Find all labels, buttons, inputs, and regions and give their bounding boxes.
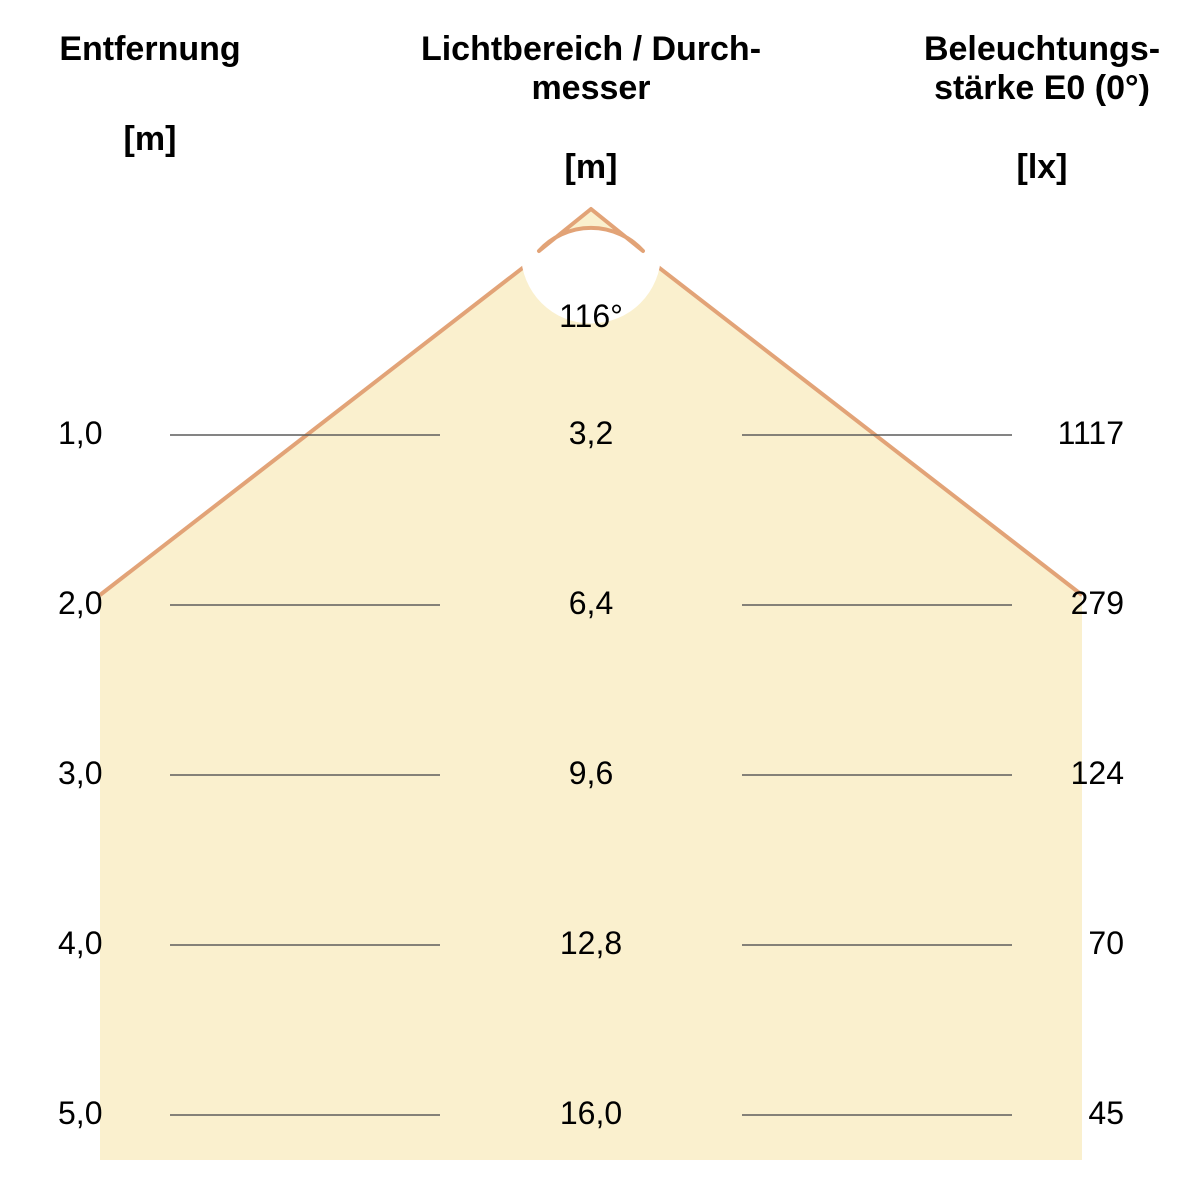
- illuminance-value: 45: [944, 1095, 1124, 1132]
- diameter-value: 6,4: [491, 585, 691, 622]
- distance-value: 3,0: [58, 755, 178, 792]
- diameter-value: 16,0: [491, 1095, 691, 1132]
- distance-value: 4,0: [58, 925, 178, 962]
- illuminance-value: 70: [944, 925, 1124, 962]
- diameter-value: 3,2: [491, 415, 691, 452]
- distance-value: 5,0: [58, 1095, 178, 1132]
- illuminance-value: 124: [944, 755, 1124, 792]
- light-cone-diagram: Entfernung [m] Lichtbereich / Durch- mes…: [0, 0, 1182, 1182]
- illuminance-value: 1117: [944, 415, 1124, 452]
- diameter-value: 9,6: [491, 755, 691, 792]
- distance-value: 2,0: [58, 585, 178, 622]
- diameter-value: 12,8: [491, 925, 691, 962]
- beam-angle-label: 116°: [521, 298, 661, 335]
- illuminance-value: 279: [944, 585, 1124, 622]
- distance-value: 1,0: [58, 415, 178, 452]
